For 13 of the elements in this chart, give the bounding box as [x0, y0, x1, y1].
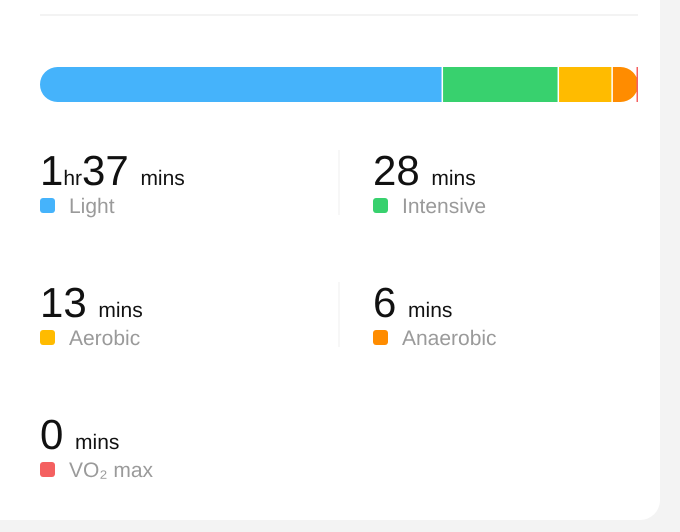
text: 28 mins	[373, 147, 476, 194]
legend-label: Light	[69, 195, 115, 218]
bar	[559, 67, 612, 102]
text: 1hr37 mins	[40, 147, 185, 194]
text: 13 mins	[40, 279, 143, 326]
legend-label: Anaerobic	[402, 327, 497, 350]
legend-label: VO₂ max	[69, 459, 154, 482]
text: 0 mins	[40, 411, 120, 458]
bar	[443, 67, 558, 102]
legend-label: Intensive	[402, 195, 486, 218]
legend-label: Aerobic	[69, 327, 140, 350]
bar	[40, 67, 442, 102]
text: 6 mins	[373, 279, 452, 326]
